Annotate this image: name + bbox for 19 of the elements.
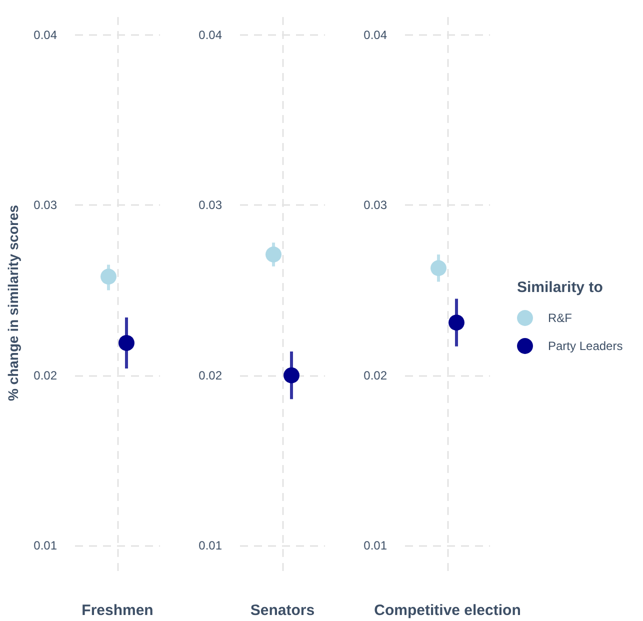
y-tick-label: 0.04 (364, 28, 388, 42)
y-tick-label: 0.02 (364, 368, 388, 382)
y-tick-label: 0.01 (198, 538, 222, 552)
y-tick-label: 0.03 (364, 198, 388, 212)
x-tick-label: Freshmen (82, 602, 154, 619)
legend-title: Similarity to (517, 279, 603, 296)
x-tick-label: Competitive election (374, 602, 521, 619)
y-axis-title: % change in similarity scores (5, 204, 21, 402)
y-tick-label: 0.04 (34, 28, 58, 42)
y-tick-label: 0.03 (34, 198, 58, 212)
y-tick-label: 0.04 (198, 28, 222, 42)
y-tick-label: 0.01 (34, 538, 58, 552)
y-tick-label: 0.02 (34, 368, 58, 382)
y-tick-label: 0.01 (364, 538, 388, 552)
legend-label: Party Leaders (548, 339, 623, 353)
y-tick-label: 0.02 (198, 368, 222, 382)
legend-label: R&F (548, 311, 572, 325)
x-tick-label: Senators (250, 602, 315, 619)
y-tick-label: 0.03 (198, 198, 222, 212)
